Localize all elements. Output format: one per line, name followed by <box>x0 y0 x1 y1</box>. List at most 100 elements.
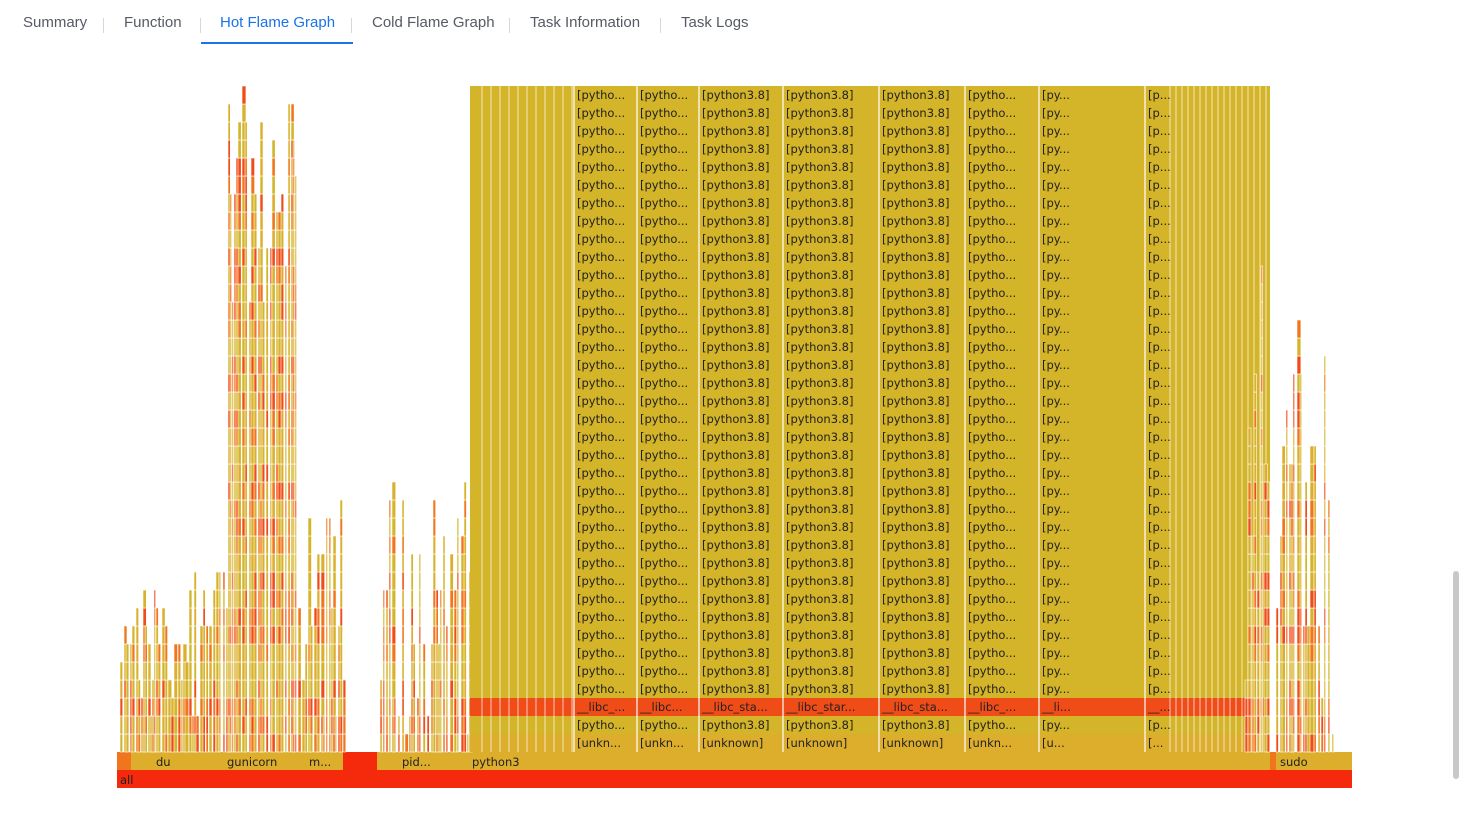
flame-frame[interactable] <box>215 679 220 699</box>
flame-frame[interactable] <box>432 697 436 717</box>
tab-cold-flame-graph[interactable]: Cold Flame Graph <box>372 14 495 31</box>
flame-frame[interactable] <box>1247 517 1252 537</box>
flame-frame[interactable] <box>193 607 197 627</box>
flame-frame[interactable] <box>339 499 343 519</box>
flame-frame[interactable] <box>1309 499 1315 519</box>
flame-frame[interactable] <box>294 211 297 231</box>
flame-frame[interactable] <box>470 356 1270 374</box>
flame-frame[interactable] <box>379 679 383 699</box>
flame-frame[interactable] <box>385 661 389 681</box>
flame-frame[interactable] <box>1309 481 1315 501</box>
flame-frame[interactable] <box>1266 643 1271 663</box>
flame-frame[interactable] <box>269 481 273 501</box>
flame-frame[interactable] <box>253 553 258 573</box>
flame-frame[interactable] <box>328 715 332 735</box>
flame-frame[interactable] <box>253 445 258 465</box>
flame-frame[interactable] <box>1281 553 1286 573</box>
flame-frame[interactable] <box>1247 679 1252 699</box>
flame-frame[interactable] <box>222 571 226 591</box>
flame-frame[interactable] <box>292 679 295 699</box>
flame-frame[interactable] <box>244 139 248 159</box>
flame-frame[interactable] <box>292 571 295 591</box>
flame-frame[interactable] <box>195 715 200 735</box>
flame-frame[interactable] <box>292 481 295 501</box>
flame-frame[interactable] <box>215 607 220 627</box>
flame-frame[interactable] <box>449 625 454 645</box>
flame-frame[interactable] <box>193 697 197 717</box>
flame-frame[interactable] <box>292 247 295 267</box>
flame-frame[interactable] <box>382 697 385 717</box>
flame-frame[interactable] <box>202 733 206 753</box>
flame-frame[interactable] <box>325 733 328 753</box>
flame-frame[interactable] <box>259 139 264 159</box>
flame-frame[interactable] <box>435 589 439 609</box>
flame-frame[interactable] <box>280 337 285 357</box>
flame-frame[interactable] <box>418 733 422 753</box>
flame-frame[interactable] <box>332 697 337 717</box>
flame-frame[interactable] <box>1313 589 1317 609</box>
flame-frame[interactable] <box>193 679 197 699</box>
flame-frame[interactable] <box>182 643 188 663</box>
flame-frame[interactable] <box>1256 697 1260 717</box>
flame-frame[interactable] <box>244 229 248 249</box>
flame-frame[interactable] <box>188 679 193 699</box>
flame-frame[interactable] <box>307 607 312 627</box>
flame-frame[interactable] <box>1327 553 1331 573</box>
flame-frame[interactable] <box>463 643 467 663</box>
flame-frame[interactable] <box>1323 661 1326 681</box>
flame-frame[interactable] <box>294 733 297 753</box>
flame-frame[interactable] <box>292 445 295 465</box>
flame-frame[interactable] <box>1323 391 1326 411</box>
flame-frame[interactable] <box>294 553 297 573</box>
flame-frame[interactable] <box>385 589 389 609</box>
flame-frame[interactable] <box>1327 715 1331 735</box>
flame-frame[interactable] <box>422 643 426 663</box>
flame-frame[interactable] <box>164 697 168 717</box>
flame-frame[interactable] <box>1299 571 1302 591</box>
flame-frame[interactable] <box>284 589 288 609</box>
flame-frame[interactable] <box>320 643 325 663</box>
flame-frame[interactable] <box>1266 535 1271 555</box>
flame-frame[interactable] <box>231 535 234 555</box>
flame-frame[interactable] <box>325 625 328 645</box>
flame-frame[interactable] <box>388 679 392 699</box>
flame-frame[interactable] <box>294 625 297 645</box>
flame-frame[interactable] <box>342 715 347 735</box>
flame-frame[interactable] <box>410 607 414 627</box>
flame-frame[interactable] <box>309 679 314 699</box>
flame-frame[interactable] <box>328 733 332 753</box>
flame-frame[interactable] <box>231 589 234 609</box>
flame-frame[interactable] <box>284 427 288 447</box>
flame-frame[interactable] <box>125 733 130 753</box>
flame-frame[interactable] <box>253 535 258 555</box>
flame-frame[interactable] <box>253 193 258 213</box>
flame-frame[interactable] <box>265 337 269 357</box>
flame-frame[interactable] <box>325 661 328 681</box>
flame-frame[interactable] <box>412 661 416 681</box>
flame-frame[interactable] <box>388 661 392 681</box>
flame-frame[interactable] <box>244 247 248 267</box>
flame-frame[interactable] <box>1299 481 1302 501</box>
flame-frame[interactable] <box>269 319 273 339</box>
flame-frame[interactable] <box>218 679 222 699</box>
flame-frame[interactable] <box>1244 697 1249 717</box>
flame-frame[interactable] <box>292 553 295 573</box>
flame-frame[interactable] <box>1292 589 1295 609</box>
flame-frame[interactable] <box>401 679 405 699</box>
flame-frame[interactable] <box>137 715 141 735</box>
flame-frame[interactable] <box>208 697 213 717</box>
flame-frame[interactable] <box>1299 409 1302 429</box>
flame-frame[interactable] <box>470 464 1270 482</box>
flame-frame[interactable] <box>1247 571 1252 591</box>
flame-frame[interactable] <box>237 337 242 357</box>
flame-frame[interactable] <box>307 535 312 555</box>
flame-frame[interactable] <box>391 517 397 537</box>
flame-frame[interactable] <box>244 373 248 393</box>
flame-frame[interactable] <box>294 661 297 681</box>
flame-frame[interactable] <box>280 355 285 375</box>
flame-frame[interactable] <box>253 679 258 699</box>
flame-frame[interactable] <box>470 590 1270 608</box>
flame-frame[interactable] <box>1266 715 1271 735</box>
flame-frame[interactable] <box>470 662 1270 680</box>
flame-frame[interactable] <box>1309 517 1315 537</box>
